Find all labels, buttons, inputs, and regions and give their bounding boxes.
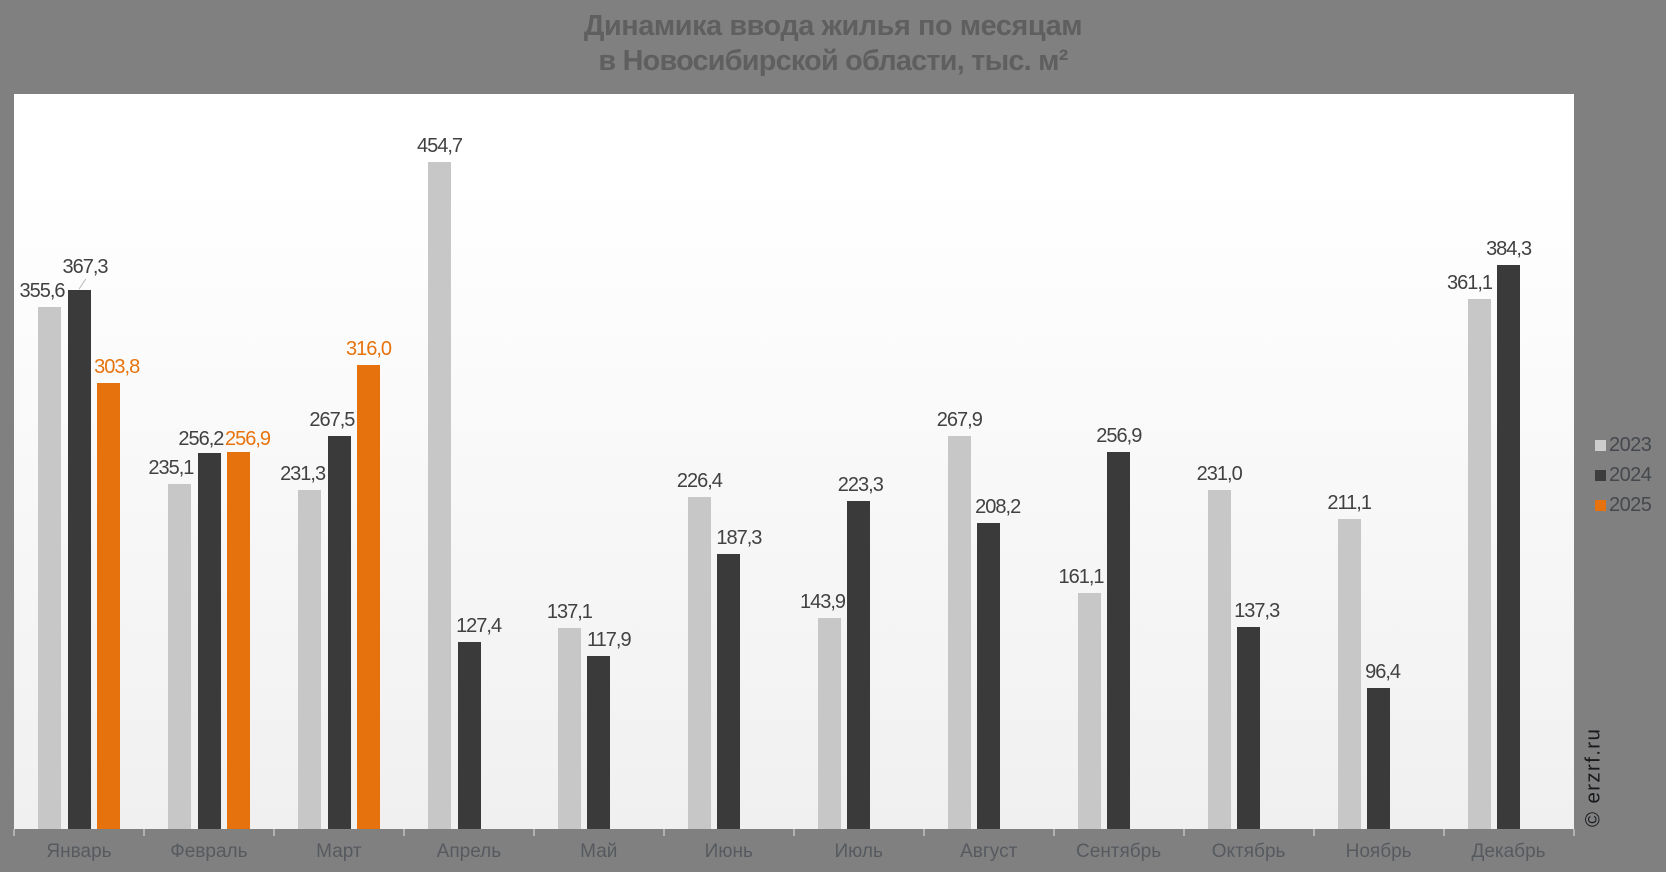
- svg-text:© erzrf.ru: © erzrf.ru: [1582, 728, 1605, 827]
